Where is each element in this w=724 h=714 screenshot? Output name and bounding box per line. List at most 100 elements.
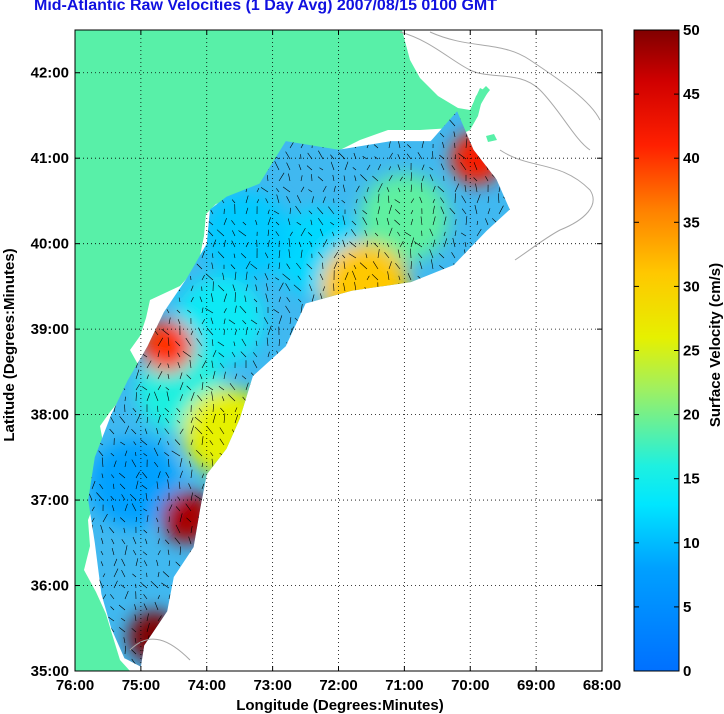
velocity-arrow xyxy=(452,237,456,248)
y-tick-label: 42:00 xyxy=(31,65,69,82)
velocity-arrow xyxy=(189,460,192,468)
velocity-arrow xyxy=(344,161,349,171)
velocity-arrow xyxy=(397,231,401,237)
velocity-arrow xyxy=(154,461,159,468)
velocity-arrow xyxy=(111,548,115,556)
velocity-arrow xyxy=(223,329,225,336)
velocity-arrow xyxy=(91,480,96,490)
velocity-arrow xyxy=(212,413,216,424)
velocity-arrow xyxy=(476,228,482,237)
velocity-arrow xyxy=(189,359,192,369)
y-tick-label: 40:00 xyxy=(31,236,69,253)
y-tick-label: 39:00 xyxy=(31,321,69,338)
velocity-arrow xyxy=(197,354,203,358)
velocity-arrow xyxy=(438,252,445,259)
velocity-arrow xyxy=(330,154,335,160)
velocity-arrow xyxy=(394,219,401,226)
velocity-arrow xyxy=(124,545,128,556)
velocity-arrow xyxy=(156,428,159,435)
velocity-arrow xyxy=(374,232,379,237)
velocity-arrow xyxy=(167,363,170,369)
velocity-arrow xyxy=(197,395,203,402)
velocity-arrow xyxy=(373,144,379,149)
velocity-arrow xyxy=(164,407,170,413)
velocity-arrow xyxy=(142,386,148,391)
velocity-arrow xyxy=(135,414,141,424)
velocity-arrow xyxy=(348,253,357,259)
velocity-arrow xyxy=(432,198,435,204)
velocity-arrow xyxy=(410,248,412,259)
velocity-arrow xyxy=(110,594,115,600)
velocity-arrow xyxy=(223,371,226,380)
velocity-arrow xyxy=(174,439,181,446)
colorbar-label: Surface Velocity (cm/s) xyxy=(707,263,724,427)
velocity-arrow xyxy=(194,416,203,424)
velocity-arrow xyxy=(124,461,127,468)
velocity-arrow xyxy=(276,194,280,204)
velocity-arrow xyxy=(174,537,181,545)
velocity-arrow xyxy=(217,285,225,292)
colorbar-tick-label: 20 xyxy=(683,407,700,424)
velocity-arrow xyxy=(179,381,184,391)
velocity-arrow xyxy=(387,195,390,204)
colorbar-tick-label: 10 xyxy=(683,535,700,552)
velocity-arrow xyxy=(157,571,160,578)
velocity-arrow xyxy=(461,208,467,215)
velocity-arrow xyxy=(432,216,436,226)
velocity-arrow xyxy=(120,584,126,589)
velocity-arrow xyxy=(156,517,159,523)
velocity-arrow xyxy=(440,197,445,204)
velocity-arrow xyxy=(161,328,170,336)
velocity-arrow xyxy=(190,285,194,292)
velocity-arrow xyxy=(182,350,192,358)
velocity-arrow xyxy=(286,297,291,303)
velocity-arrow xyxy=(132,573,137,578)
velocity-arrow xyxy=(234,329,237,336)
velocity-arrow xyxy=(322,286,326,292)
colorbar-tick-label: 50 xyxy=(683,22,700,39)
velocity-arrow xyxy=(410,198,415,204)
velocity-arrow xyxy=(245,195,249,204)
velocity-arrow xyxy=(464,242,467,248)
velocity-arrow xyxy=(360,174,368,182)
velocity-arrow xyxy=(124,503,128,512)
velocity-arrow xyxy=(245,207,249,215)
velocity-arrow xyxy=(275,277,280,281)
velocity-arrow xyxy=(100,561,104,567)
velocity-arrow xyxy=(168,516,170,523)
velocity-arrow xyxy=(100,524,104,534)
x-tick-label: 76:00 xyxy=(56,677,94,694)
velocity-arrow xyxy=(448,118,456,127)
velocity-arrow xyxy=(157,385,162,391)
velocity-arrow xyxy=(144,428,148,435)
velocity-arrow xyxy=(218,385,225,391)
velocity-arrow xyxy=(256,187,260,193)
x-tick-label: 71:00 xyxy=(385,677,423,694)
velocity-arrow xyxy=(211,262,214,270)
velocity-arrow xyxy=(432,205,435,215)
velocity-arrow xyxy=(167,441,170,446)
x-axis-label: Longitude (Degrees:Minutes) xyxy=(236,697,444,714)
velocity-arrow xyxy=(397,249,401,259)
velocity-arrow xyxy=(217,341,225,347)
velocity-arrow xyxy=(177,318,181,325)
velocity-arrow xyxy=(229,383,236,391)
velocity-arrow xyxy=(140,439,148,446)
velocity-arrow xyxy=(443,238,448,248)
colorbar-tick-label: 45 xyxy=(683,86,700,103)
velocity-arrow xyxy=(352,270,357,281)
colorbar-tick-label: 15 xyxy=(683,471,700,488)
velocity-arrow xyxy=(211,293,214,303)
velocity-arrow xyxy=(242,221,247,226)
velocity-arrow xyxy=(194,426,203,435)
velocity-arrow xyxy=(157,437,162,446)
velocity-arrow xyxy=(164,428,170,435)
velocity-arrow xyxy=(487,208,491,215)
velocity-arrow xyxy=(419,261,423,270)
velocity-arrow xyxy=(373,242,379,248)
velocity-arrow xyxy=(233,341,236,347)
velocity-arrow xyxy=(278,250,281,259)
velocity-arrow xyxy=(454,193,456,204)
velocity-arrow xyxy=(266,337,269,347)
velocity-arrow xyxy=(241,338,247,347)
